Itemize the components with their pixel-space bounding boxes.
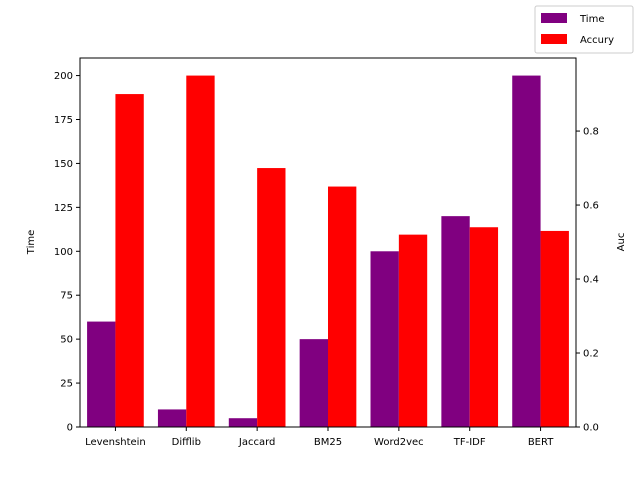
- bar-time-bert: [512, 75, 541, 428]
- left-y-tick-label: 125: [54, 203, 73, 214]
- bars-layer: [87, 75, 569, 428]
- x-tick-label: TF-IDF: [453, 437, 486, 448]
- bar-time-word2vec: [370, 251, 399, 427]
- x-axis: Levenshtein Difflib Jaccard BM25 Word2vec TF-…: [85, 427, 554, 448]
- bar-accury-jaccard: [257, 168, 286, 428]
- left-y-axis-label: Time: [26, 230, 37, 255]
- x-tick-label: BERT: [528, 437, 554, 448]
- left-y-tick-label: 25: [60, 379, 73, 390]
- left-y-tick-label: 50: [60, 335, 73, 346]
- right-y-tick-label: 0.6: [583, 201, 599, 212]
- left-y-tick-label: 200: [54, 71, 73, 82]
- legend-swatch-time: [541, 13, 567, 23]
- bar-time-bm25: [299, 339, 328, 427]
- x-tick-label: BM25: [314, 437, 342, 448]
- bar-accury-bert: [540, 230, 569, 427]
- right-y-tick-label: 0.8: [583, 127, 599, 138]
- bar-time-jaccard: [228, 418, 258, 427]
- left-y-tick-label: 0: [67, 423, 73, 434]
- legend-swatch-accury: [541, 34, 567, 44]
- legend-label-time: Time: [579, 14, 604, 25]
- left-y-tick-label: 150: [54, 159, 73, 170]
- bar-accury-word2vec: [398, 234, 428, 427]
- bar-time-levenshtein: [87, 321, 116, 427]
- x-tick-label: Levenshtein: [85, 437, 146, 448]
- bar-accury-levenshtein: [115, 94, 144, 427]
- right-y-axis: 0.0 0.2 0.4 0.6 0.8: [576, 127, 599, 434]
- left-y-tick-label: 100: [54, 247, 73, 258]
- right-y-tick-label: 0.0: [583, 423, 599, 434]
- legend-label-accury: Accury: [580, 35, 614, 46]
- bar-accury-bm25: [328, 186, 357, 427]
- x-tick-label: Difflib: [172, 437, 201, 448]
- right-y-tick-label: 0.2: [583, 349, 599, 360]
- left-y-axis: 0 25 50 75 100 125 150 175 200: [54, 71, 80, 434]
- bar-accury-tf-idf: [469, 227, 499, 427]
- x-tick-label: Jaccard: [238, 437, 275, 448]
- legend: Time Accury: [534, 5, 634, 54]
- left-y-tick-label: 75: [60, 291, 73, 302]
- right-y-tick-label: 0.4: [583, 275, 599, 286]
- bar-time-difflib: [157, 409, 187, 427]
- bar-accury-difflib: [186, 75, 215, 428]
- x-tick-label: Word2vec: [374, 437, 424, 448]
- right-y-axis-label: Auc: [616, 233, 627, 252]
- left-y-tick-label: 175: [54, 115, 73, 126]
- bar-time-tf-idf: [441, 216, 470, 427]
